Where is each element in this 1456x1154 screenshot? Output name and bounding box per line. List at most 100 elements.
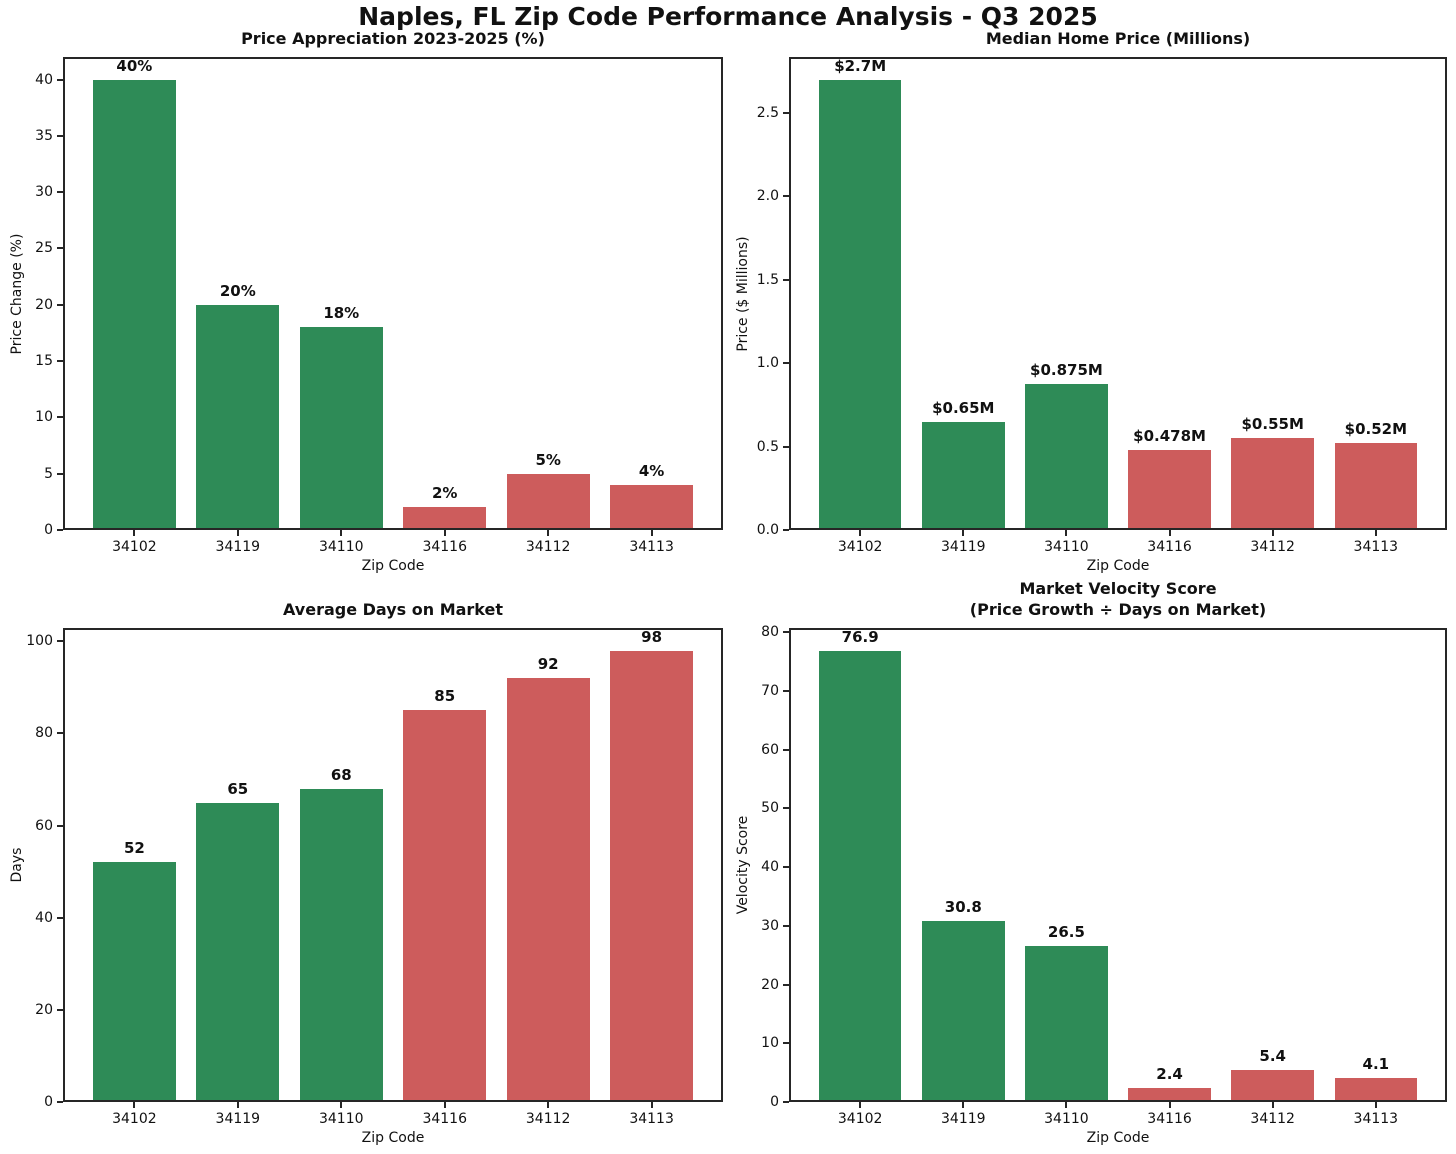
x-tick-mark [547, 530, 550, 536]
x-tick-label: 34102 [112, 539, 157, 555]
bar-value-label: 2.4 [1156, 1064, 1183, 1083]
y-tick-mark [783, 445, 789, 448]
bar-value-label: 98 [641, 627, 663, 646]
y-tick-mark [57, 416, 63, 419]
x-tick-mark [133, 530, 136, 536]
y-tick-label: 0 [44, 1094, 53, 1110]
x-tick-label: 34116 [1147, 1111, 1192, 1127]
subplot-price-appreciation: Price Appreciation 2023-2025 (%) Price Ch… [9, 29, 723, 574]
y-tick-label: 30 [35, 184, 53, 201]
y-tick-mark [57, 191, 63, 194]
figure-title: Naples, FL Zip Code Performance Analysis… [358, 2, 1098, 31]
bar-value-label: $0.65M [932, 398, 995, 417]
y-tick-mark [783, 1101, 789, 1103]
y-tick-label: 30 [761, 917, 779, 934]
y-axis-label: Velocity Score [735, 815, 751, 915]
x-tick-label: 34110 [1044, 1111, 1089, 1127]
x-tick-label: 34102 [837, 539, 883, 555]
bar-34116 [403, 507, 487, 530]
x-tick-label: 34113 [1353, 1111, 1399, 1127]
y-tick-mark [57, 640, 63, 643]
y-tick-label: 0 [770, 1094, 779, 1110]
y-axis-label: Days [9, 847, 25, 883]
x-tick-mark [1374, 1102, 1377, 1108]
bar-34119 [922, 421, 1005, 530]
y-tick-label: 80 [35, 725, 53, 742]
bar-34113 [1334, 443, 1418, 530]
bar-34113 [1334, 1077, 1418, 1102]
bar-value-label: 65 [227, 779, 249, 798]
x-tick-label: 34110 [1044, 539, 1089, 555]
subplot-median-home-price: Median Home Price (Millions) Price ($ Mil… [735, 29, 1447, 574]
y-tick-mark [783, 631, 789, 634]
bar-34116 [403, 710, 487, 1102]
chart-title: Average Days on Market [282, 600, 504, 620]
y-tick-mark [783, 278, 789, 281]
x-axis-label: Zip Code [361, 1130, 425, 1146]
bar-34119 [922, 921, 1005, 1102]
y-tick-mark [783, 983, 789, 986]
chart-title: Median Home Price (Millions) [985, 29, 1251, 49]
y-tick-mark [57, 732, 63, 735]
y-tick-label: 20 [35, 1001, 53, 1018]
x-tick-mark [650, 530, 653, 536]
chart-title: Price Appreciation 2023-2025 (%) [241, 29, 545, 49]
x-tick-mark [547, 1102, 550, 1108]
y-tick-mark [783, 690, 789, 693]
x-tick-mark [443, 530, 446, 536]
bar-34116 [1128, 1087, 1211, 1102]
y-tick-mark [783, 111, 789, 114]
x-tick-label: 34112 [525, 539, 571, 555]
y-tick-label: 0 [44, 522, 53, 538]
bar-34102 [818, 79, 902, 530]
bar-value-label: 18% [323, 304, 360, 323]
subplot-days-on-market: Average Days on Market Days Zip Code 0 20 40 6… [9, 600, 723, 1146]
y-tick-label: 35 [35, 127, 53, 144]
x-tick-mark [236, 1102, 239, 1108]
bar-34110 [1025, 384, 1108, 530]
bar-value-label: $0.875M [1030, 361, 1103, 380]
x-tick-mark [1065, 1102, 1068, 1108]
x-tick-label: 34113 [1353, 539, 1399, 555]
bar-34110 [299, 327, 383, 530]
bar-value-label: $0.55M [1241, 415, 1304, 434]
x-tick-label: 34112 [1250, 539, 1295, 555]
x-tick-mark [340, 1102, 343, 1108]
y-tick-mark [783, 529, 789, 531]
bar-value-label: 40% [116, 56, 153, 75]
y-tick-label: 25 [35, 240, 53, 257]
bar-34112 [506, 473, 590, 530]
x-axis-label: Zip Code [361, 558, 425, 574]
bar-34116 [1128, 450, 1211, 530]
y-tick-label: 0.0 [756, 522, 779, 538]
y-tick-label: 100 [26, 633, 53, 650]
x-tick-mark [859, 1102, 862, 1108]
subplot-market-velocity-score: Market Velocity Score (Price Growth ÷ Da… [735, 579, 1447, 1146]
x-tick-label: 34119 [941, 539, 986, 555]
y-tick-label: 20 [35, 296, 53, 313]
x-tick-label: 34119 [215, 1111, 261, 1127]
bar-value-label: 92 [537, 655, 559, 674]
x-tick-label: 34116 [422, 539, 467, 555]
y-tick-mark [783, 924, 789, 927]
y-axis-label: Price Change (%) [9, 233, 25, 354]
y-tick-mark [57, 78, 63, 81]
y-tick-mark [57, 1008, 63, 1011]
bar-34119 [196, 304, 280, 530]
x-tick-label: 34102 [112, 1111, 157, 1127]
y-tick-mark [57, 529, 63, 531]
bar-value-label: 5.4 [1259, 1047, 1286, 1066]
bar-value-label: 85 [434, 687, 456, 706]
x-tick-label: 34110 [318, 539, 364, 555]
x-tick-mark [1271, 530, 1274, 536]
x-tick-label: 34102 [837, 1111, 883, 1127]
x-tick-mark [1168, 1102, 1171, 1108]
x-tick-label: 34112 [1250, 1111, 1295, 1127]
y-tick-label: 1.0 [756, 355, 779, 372]
bar-value-label: 76.9 [841, 627, 879, 646]
y-tick-label: 0.5 [756, 438, 779, 455]
y-tick-label: 1.5 [756, 271, 779, 288]
y-tick-label: 20 [761, 976, 779, 993]
bar-value-label: 2% [431, 484, 458, 503]
